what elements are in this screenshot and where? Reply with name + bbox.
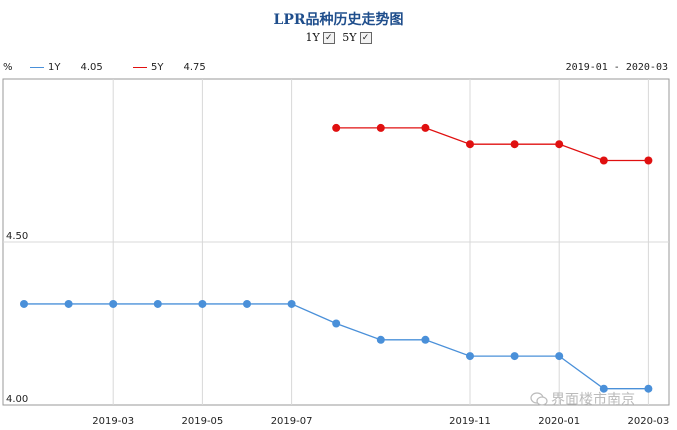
x-tick-label: 2020-03 — [628, 416, 670, 427]
data-point-1y — [510, 352, 519, 361]
toggle-1y[interactable]: 1Y ✓ — [305, 31, 335, 44]
data-point-1y — [599, 384, 608, 393]
toggle-5y-checkbox[interactable]: ✓ — [359, 31, 372, 44]
data-point-1y — [20, 299, 28, 308]
data-point-5y — [599, 156, 608, 165]
data-point-5y — [466, 140, 474, 149]
y-unit-label: % — [3, 62, 13, 73]
y-tick-label: 4.00 — [6, 394, 28, 405]
wechat-icon — [530, 392, 548, 406]
series-toggles: 1Y ✓ 5Y ✓ — [0, 31, 677, 44]
data-point-1y — [243, 299, 251, 308]
y-tick-label: 4.50 — [6, 231, 28, 242]
legend-item-5y: 5Y 4.75 — [133, 62, 206, 73]
data-point-1y — [287, 299, 296, 308]
watermark: 界面楼市南京 — [530, 389, 635, 409]
data-point-5y — [376, 123, 385, 132]
data-point-1y — [644, 384, 653, 393]
legend-swatch-5y — [133, 67, 147, 68]
data-point-5y — [510, 140, 519, 149]
series-line-5y — [336, 127, 649, 162]
x-tick-label: 2019-03 — [92, 416, 134, 427]
data-point-1y — [153, 299, 162, 308]
legend-value-1y: 4.05 — [80, 62, 103, 73]
data-point-1y — [555, 352, 564, 361]
data-point-1y — [421, 335, 430, 344]
series-line-1y — [24, 303, 649, 390]
date-range-label: 2019-01 - 2020-03 — [565, 62, 668, 73]
data-point-1y — [64, 299, 73, 308]
data-point-5y — [332, 123, 341, 132]
data-point-1y — [466, 352, 474, 361]
x-tick-label: 2020-01 — [538, 416, 580, 427]
watermark-text: 界面楼市南京 — [551, 392, 635, 408]
chart-title: LPR品种历史走势图 — [273, 12, 404, 28]
toggle-5y[interactable]: 5Y ✓ — [342, 31, 372, 44]
x-tick-label: 2019-11 — [449, 416, 491, 427]
data-point-1y — [109, 299, 118, 308]
x-tick-label: 2019-05 — [182, 416, 224, 427]
legend-name-1y: 1Y — [48, 62, 61, 73]
toggle-1y-label: 1Y — [305, 31, 320, 44]
data-point-1y — [376, 335, 385, 344]
legend-swatch-1y — [30, 67, 44, 68]
data-point-5y — [555, 140, 564, 149]
data-point-1y — [198, 299, 207, 308]
toggle-1y-checkbox[interactable]: ✓ — [322, 31, 335, 44]
data-point-5y — [644, 156, 653, 165]
legend-item-1y: 1Y 4.05 — [30, 62, 103, 73]
x-tick-label: 2019-07 — [271, 416, 313, 427]
chart-header-row: % 1Y 4.05 5Y 4.75 2019-01 - 2020-03 — [0, 62, 677, 76]
data-point-5y — [421, 123, 430, 132]
toggle-5y-label: 5Y — [342, 31, 357, 44]
data-point-1y — [332, 319, 341, 328]
legend-name-5y: 5Y — [151, 62, 164, 73]
legend-value-5y: 4.75 — [183, 62, 206, 73]
